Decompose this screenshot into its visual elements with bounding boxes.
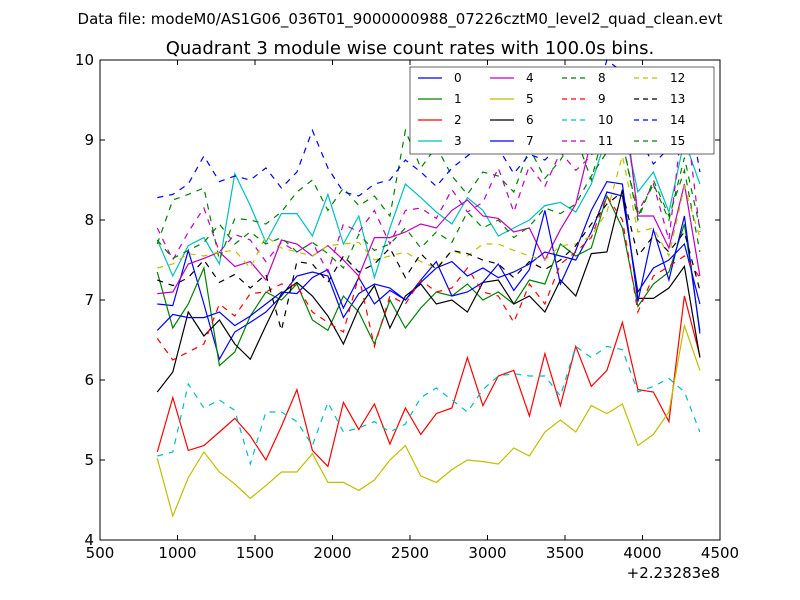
- legend-label-5: 5: [526, 92, 534, 106]
- series-line-9: [156, 194, 701, 361]
- y-tick-label: 8: [84, 211, 94, 229]
- series-line-12: [157, 155, 701, 270]
- x-offset-label: +2.23283e8: [627, 564, 720, 582]
- y-tick-label: 6: [84, 371, 94, 389]
- series-line-2: [156, 295, 701, 468]
- x-tick-label: 500: [86, 544, 115, 562]
- legend-label-0: 0: [454, 71, 462, 85]
- series-line-5: [156, 323, 701, 518]
- legend-label-14: 14: [670, 113, 685, 127]
- series-line-1: [156, 194, 701, 367]
- legend-label-3: 3: [454, 134, 462, 148]
- legend-label-2: 2: [454, 113, 462, 127]
- x-tick-label: 1500: [236, 544, 274, 562]
- legend-label-1: 1: [454, 92, 462, 106]
- legend-label-12: 12: [670, 71, 685, 85]
- series-line-15: [156, 138, 701, 270]
- x-tick-label: 2500: [391, 544, 429, 562]
- chart-title: Quadrant 3 module wise count rates with …: [166, 38, 655, 59]
- x-tick-label: 4500: [701, 544, 739, 562]
- y-tick-label: 5: [84, 451, 94, 469]
- legend-label-13: 13: [670, 92, 685, 106]
- legend-label-6: 6: [526, 113, 534, 127]
- y-tick-label: 10: [75, 51, 94, 69]
- legend-label-8: 8: [598, 71, 606, 85]
- series-line-0: [157, 191, 701, 361]
- legend-label-11: 11: [598, 134, 613, 148]
- legend-label-7: 7: [526, 134, 534, 148]
- x-tick-label: 3500: [546, 544, 584, 562]
- legend-label-9: 9: [598, 92, 606, 106]
- x-tick-label: 2000: [313, 544, 351, 562]
- x-tick-label: 4000: [623, 544, 661, 562]
- x-tick-label: 3000: [468, 544, 506, 562]
- y-tick-label: 9: [84, 131, 94, 149]
- y-tick-label: 4: [84, 531, 94, 549]
- legend-box: [409, 66, 715, 155]
- y-tick-label: 7: [84, 291, 94, 309]
- series-line-10: [157, 345, 701, 467]
- data-file-suptitle: Data file: modeM0/AS1G06_036T01_90000009…: [78, 10, 723, 29]
- legend-label-4: 4: [526, 71, 534, 85]
- x-tick-label: 1000: [158, 544, 196, 562]
- axis-ticks: 500 1000 1500 2000 2500 3000 3500 4000 4500 4 5 6 7 8…: [75, 51, 739, 562]
- series-line-6: [156, 189, 701, 393]
- legend-label-10: 10: [598, 113, 613, 127]
- series-line-7: [156, 180, 701, 334]
- legend-label-15: 15: [670, 134, 685, 148]
